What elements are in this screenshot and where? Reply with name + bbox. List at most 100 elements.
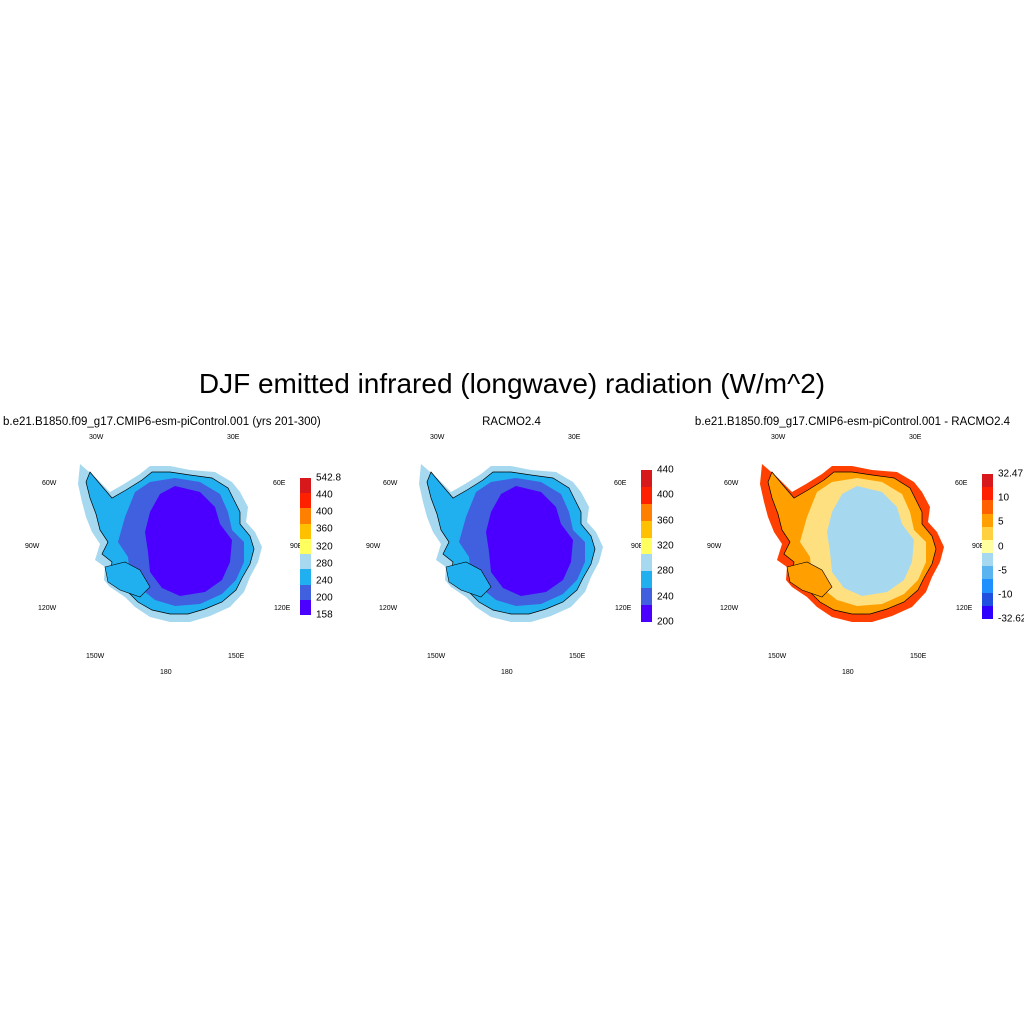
colorbar-swatch — [982, 474, 993, 488]
colorbar-swatch — [641, 537, 652, 555]
lon-label-60e: 60E — [614, 480, 627, 487]
lon-label-90w: 90W — [707, 543, 722, 550]
colorbar-tick-label: -32.62 — [998, 613, 1024, 625]
ross-ice-shelf-region — [104, 561, 151, 598]
colorbar-swatch — [641, 520, 652, 539]
colorbar-swatch — [300, 538, 311, 555]
lon-label-90e: 90E — [290, 543, 303, 550]
colorbar-swatch — [982, 592, 993, 607]
lon-label-30e: 30E — [227, 434, 240, 441]
colorbar-swatch — [982, 566, 993, 580]
colorbar-swatch — [982, 500, 993, 515]
colorbar-tick-label: 0 — [998, 541, 1004, 552]
colorbar-tick-label: 158 — [316, 609, 333, 621]
colorbar-tick-label: 32.47 — [998, 468, 1024, 480]
colorbar-swatch — [641, 605, 652, 623]
colorbar-tick-label: 360 — [316, 523, 333, 535]
lon-label-30e: 30E — [909, 434, 922, 441]
lon-label-60e: 60E — [273, 480, 286, 487]
colorbar: 440 400 360 320 280 240 200 — [641, 465, 681, 628]
east-antarctic-plateau-region — [486, 486, 573, 596]
colorbar: 32.47 10 5 0 -5 -10 -32.62 — [982, 469, 1024, 625]
east-antarctic-plateau-region — [145, 486, 232, 596]
lon-label-30w: 30W — [89, 434, 104, 441]
colorbar-tick-label: 200 — [316, 592, 333, 604]
lon-label-180: 180 — [160, 669, 172, 676]
panel-title: RACMO2.4 — [482, 416, 541, 428]
lon-label-120e: 120E — [274, 605, 291, 612]
lon-label-180: 180 — [842, 669, 854, 676]
ross-ice-shelf-region — [445, 561, 492, 598]
colorbar-tick-label: -10 — [998, 589, 1013, 601]
lon-label-150e: 150E — [228, 653, 245, 660]
colorbar-tick-label: 400 — [657, 489, 674, 501]
map-panel-difference: b.e21.B1850.f09_g17.CMIP6-esm-piControl.… — [682, 412, 1024, 692]
colorbar-swatch — [641, 571, 652, 589]
colorbar-tick-label: 5 — [998, 516, 1004, 528]
lon-label-90w: 90W — [366, 543, 381, 550]
ross-ice-shelf-region — [786, 561, 833, 598]
colorbar-tick-label: 440 — [657, 464, 674, 476]
lon-label-120e: 120E — [956, 605, 973, 612]
colorbar-swatch — [641, 470, 652, 488]
lon-label-150e: 150E — [569, 653, 586, 660]
colorbar-swatch — [641, 554, 652, 572]
lon-label-90w: 90W — [25, 543, 40, 550]
panel-title: b.e21.B1850.f09_g17.CMIP6-esm-piControl.… — [694, 416, 1011, 428]
lon-label-60w: 60W — [724, 480, 739, 487]
lon-label-150e: 150E — [910, 653, 927, 660]
colorbar-swatch — [300, 523, 311, 540]
colorbar-swatch — [641, 588, 652, 606]
lon-label-30w: 30W — [771, 434, 786, 441]
antarctica-map — [760, 464, 944, 622]
colorbar: 542.8 440 400 360 320 280 240 200 158 — [300, 473, 341, 621]
colorbar-tick-label: -5 — [998, 565, 1007, 577]
map-panel-model: b.e21.B1850.f09_g17.CMIP6-esm-piControl.… — [0, 412, 341, 692]
lon-label-120w: 120W — [379, 605, 398, 612]
colorbar-swatch — [982, 539, 993, 554]
colorbar-tick-label: 542.8 — [316, 472, 342, 484]
lon-label-120e: 120E — [615, 605, 632, 612]
colorbar-tick-label: 400 — [316, 506, 333, 518]
lon-label-150w: 150W — [86, 653, 105, 660]
colorbar-tick-label: 360 — [657, 515, 674, 527]
antarctica-map — [78, 464, 262, 622]
lon-label-180: 180 — [501, 669, 513, 676]
lon-label-30e: 30E — [568, 434, 581, 441]
colorbar-swatch — [982, 526, 993, 541]
lon-label-150w: 150W — [768, 653, 787, 660]
colorbar-tick-label: 240 — [316, 575, 333, 587]
lon-label-150w: 150W — [427, 653, 446, 660]
colorbar-swatch — [300, 508, 311, 525]
colorbar-swatch — [641, 503, 652, 522]
colorbar-tick-label: 440 — [316, 489, 333, 501]
colorbar-swatch — [982, 487, 993, 501]
colorbar-swatch — [982, 513, 993, 528]
colorbar-swatch — [300, 569, 311, 586]
colorbar-swatch — [300, 493, 311, 509]
colorbar-swatch — [300, 478, 311, 494]
antarctica-map — [419, 464, 603, 622]
colorbar-tick-label: 200 — [657, 616, 674, 628]
colorbar-tick-label: 240 — [657, 591, 674, 603]
colorbar-swatch — [300, 554, 311, 570]
colorbar-tick-label: 320 — [316, 541, 333, 552]
colorbar-swatch — [982, 605, 993, 620]
colorbar-tick-label: 280 — [316, 558, 333, 570]
colorbar-swatch — [641, 486, 652, 505]
lon-label-60w: 60W — [383, 480, 398, 487]
colorbar-tick-label: 280 — [657, 565, 674, 577]
lon-label-60w: 60W — [42, 480, 57, 487]
east-antarctic-plateau-region — [827, 486, 914, 596]
panel-title: b.e21.B1850.f09_g17.CMIP6-esm-piControl.… — [3, 416, 321, 428]
figure-title: DJF emitted infrared (longwave) radiatio… — [198, 368, 826, 399]
lon-label-90e: 90E — [972, 543, 985, 550]
colorbar-tick-label: 320 — [657, 540, 674, 552]
lon-label-30w: 30W — [430, 434, 445, 441]
colorbar-swatch — [300, 599, 311, 616]
lon-label-120w: 120W — [38, 605, 57, 612]
lon-label-60e: 60E — [955, 480, 968, 487]
colorbar-swatch — [300, 584, 311, 601]
colorbar-swatch — [982, 553, 993, 567]
lon-label-90e: 90E — [631, 543, 644, 550]
